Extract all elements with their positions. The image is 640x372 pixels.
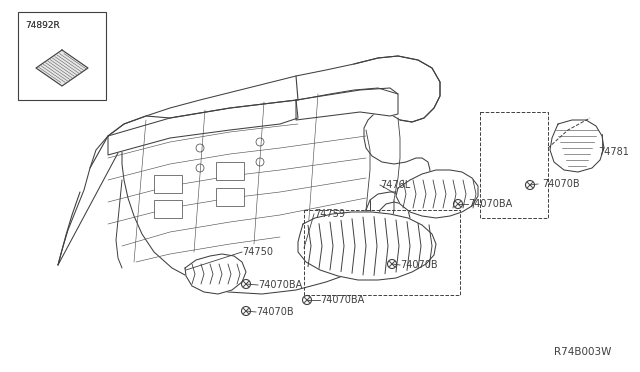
Text: 74070B: 74070B [400,260,438,270]
Polygon shape [58,56,440,294]
Text: 74070B: 74070B [542,179,580,189]
Text: 74070BA: 74070BA [258,280,302,290]
Text: 74759: 74759 [314,209,345,219]
Text: R74B003W: R74B003W [554,347,611,357]
Text: 74750: 74750 [242,247,273,257]
Polygon shape [298,212,436,280]
Text: 7476L: 7476L [380,180,410,190]
Polygon shape [550,120,604,172]
Text: 74781: 74781 [598,147,629,157]
Polygon shape [36,50,88,86]
Polygon shape [296,88,398,120]
Text: 74070BA: 74070BA [468,199,512,209]
Bar [216,162,244,180]
Bar [216,188,244,206]
Bar [18,12,106,100]
Text: 74070BA: 74070BA [320,295,364,305]
Polygon shape [108,100,298,155]
Polygon shape [396,170,478,218]
Bar [154,175,182,193]
Text: 74070B: 74070B [256,307,294,317]
Text: 74892R: 74892R [25,20,60,29]
Bar [154,200,182,218]
Text: 74892R: 74892R [25,20,60,29]
Polygon shape [185,254,246,294]
